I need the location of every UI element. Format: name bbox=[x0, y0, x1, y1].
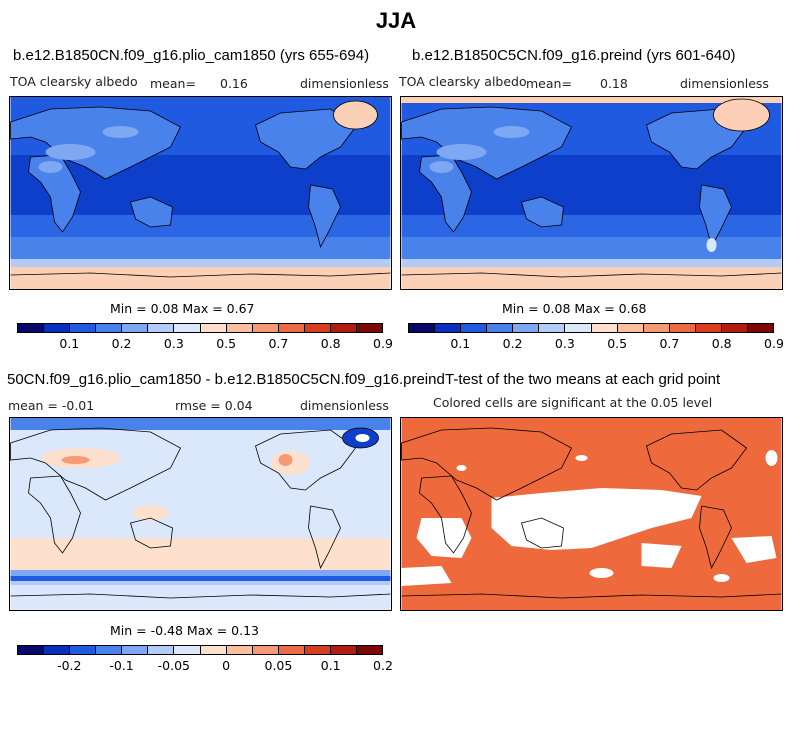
colorbar-swatch bbox=[748, 324, 774, 332]
colorbar-tick-label: 0.2 bbox=[502, 336, 523, 351]
panel2-mean-value: 0.18 bbox=[600, 76, 628, 91]
colorbar-tick-label: 0.5 bbox=[216, 336, 237, 351]
panel1-map-svg bbox=[10, 97, 391, 289]
panel2-map bbox=[400, 96, 783, 290]
colorbar-tick-label: 0.8 bbox=[711, 336, 732, 351]
colorbar-swatch bbox=[122, 646, 149, 654]
panel2-variable: TOA clearsky albedo bbox=[399, 74, 527, 89]
colorbar-swatch bbox=[70, 324, 97, 332]
panel3-mean: mean = -0.01 bbox=[8, 398, 95, 413]
colorbar-swatch bbox=[461, 324, 488, 332]
colorbar-swatch bbox=[513, 324, 540, 332]
colorbar-swatch bbox=[96, 324, 123, 332]
colorbar-tick-label: 0.7 bbox=[268, 336, 289, 351]
colorbar-swatch bbox=[565, 324, 592, 332]
colorbar-swatch bbox=[409, 324, 436, 332]
colorbar-tick-label: 0.8 bbox=[320, 336, 341, 351]
colorbar-swatch bbox=[200, 324, 227, 332]
colorbar-swatch bbox=[44, 646, 71, 654]
panel2-units: dimensionless bbox=[680, 76, 769, 91]
panel3-colorbar bbox=[17, 645, 383, 655]
colorbar-swatch bbox=[643, 324, 670, 332]
colorbar-tick-label: 0.9 bbox=[764, 336, 784, 351]
colorbar-swatch bbox=[357, 646, 383, 654]
colorbar-swatch bbox=[435, 324, 462, 332]
panel1-mean-value: 0.16 bbox=[220, 76, 248, 91]
colorbar-swatch bbox=[18, 324, 45, 332]
colorbar-swatch bbox=[304, 324, 331, 332]
colorbar-swatch bbox=[18, 646, 45, 654]
colorbar-tick-label: 0.3 bbox=[554, 336, 575, 351]
panel3-map bbox=[9, 417, 392, 611]
colorbar-swatch bbox=[721, 324, 749, 332]
colorbar-swatch bbox=[669, 324, 696, 332]
panel2-map-svg bbox=[401, 97, 782, 289]
colorbar-swatch bbox=[44, 324, 71, 332]
colorbar-swatch bbox=[148, 324, 175, 332]
colorbar-tick-label: 0.5 bbox=[607, 336, 628, 351]
panel1-units: dimensionless bbox=[300, 76, 389, 91]
panel1-colorbar-ticks: 0.1 0.2 0.3 0.5 0.7 0.8 0.9 bbox=[17, 336, 393, 352]
colorbar-tick-label: 0.05 bbox=[264, 658, 293, 673]
panel1-mean-label: mean= bbox=[150, 76, 196, 91]
colorbar-swatch bbox=[122, 324, 149, 332]
colorbar-tick-label: 0.1 bbox=[320, 658, 341, 673]
colorbar-swatch bbox=[70, 646, 97, 654]
panel3-units: dimensionless bbox=[300, 398, 389, 413]
colorbar-swatch bbox=[539, 324, 566, 332]
panel3-map-svg bbox=[10, 418, 391, 610]
panel1-title: b.e12.B1850CN.f09_g16.plio_cam1850 (yrs … bbox=[13, 47, 370, 64]
colorbar-swatch bbox=[304, 646, 331, 654]
colorbar-tick-label: 0.1 bbox=[59, 336, 80, 351]
colorbar-tick-label: 0.9 bbox=[373, 336, 393, 351]
colorbar-swatch bbox=[695, 324, 722, 332]
colorbar-swatch bbox=[252, 646, 279, 654]
panel2-minmax: Min = 0.08 Max = 0.68 bbox=[502, 301, 647, 316]
colorbar-tick-label: 0.2 bbox=[111, 336, 132, 351]
colorbar-tick-label: -0.2 bbox=[57, 658, 82, 673]
colorbar-swatch bbox=[174, 324, 201, 332]
figure-title: JJA bbox=[375, 8, 417, 33]
colorbar-swatch bbox=[330, 646, 358, 654]
panel3-colorbar-ticks: -0.2 -0.1 -0.05 0 0.05 0.1 0.2 bbox=[17, 658, 393, 674]
panel4-map bbox=[400, 417, 783, 611]
colorbar-swatch bbox=[591, 324, 618, 332]
colorbar-swatch bbox=[278, 646, 305, 654]
panel3-minmax: Min = -0.48 Max = 0.13 bbox=[110, 623, 260, 638]
panel3-title: 50CN.f09_g16.plio_cam1850 - b.e12.B1850C… bbox=[7, 371, 445, 388]
colorbar-tick-label: -0.05 bbox=[157, 658, 191, 673]
panel2-mean-label: mean= bbox=[526, 76, 572, 91]
panel1-map bbox=[9, 96, 392, 290]
panel1-minmax: Min = 0.08 Max = 0.67 bbox=[110, 301, 255, 316]
colorbar-swatch bbox=[148, 646, 175, 654]
colorbar-swatch bbox=[487, 324, 514, 332]
colorbar-tick-label: 0.1 bbox=[450, 336, 471, 351]
colorbar-swatch bbox=[278, 324, 305, 332]
panel2-colorbar bbox=[408, 323, 774, 333]
panel2-colorbar-ticks: 0.1 0.2 0.3 0.5 0.7 0.8 0.9 bbox=[408, 336, 784, 352]
colorbar-swatch bbox=[174, 646, 201, 654]
colorbar-swatch bbox=[226, 646, 253, 654]
colorbar-swatch bbox=[200, 646, 227, 654]
colorbar-swatch bbox=[357, 324, 383, 332]
panel1-variable: TOA clearsky albedo bbox=[10, 74, 138, 89]
panel4-map-svg bbox=[401, 418, 782, 610]
panel4-title: T-test of the two means at each grid poi… bbox=[445, 371, 721, 388]
colorbar-tick-label: -0.1 bbox=[109, 658, 134, 673]
colorbar-tick-label: 0 bbox=[222, 658, 231, 673]
panel1-colorbar bbox=[17, 323, 383, 333]
panel2-title: b.e12.B1850C5CN.f09_g16.preind (yrs 601-… bbox=[412, 47, 736, 64]
colorbar-tick-label: 0.2 bbox=[373, 658, 393, 673]
colorbar-swatch bbox=[96, 646, 123, 654]
colorbar-swatch bbox=[617, 324, 644, 332]
colorbar-tick-label: 0.7 bbox=[659, 336, 680, 351]
panel4-subtitle: Colored cells are significant at the 0.0… bbox=[433, 395, 713, 410]
colorbar-tick-label: 0.3 bbox=[163, 336, 184, 351]
colorbar-swatch bbox=[252, 324, 279, 332]
colorbar-swatch bbox=[330, 324, 358, 332]
panel3-rmse: rmse = 0.04 bbox=[175, 398, 253, 413]
colorbar-swatch bbox=[226, 324, 253, 332]
